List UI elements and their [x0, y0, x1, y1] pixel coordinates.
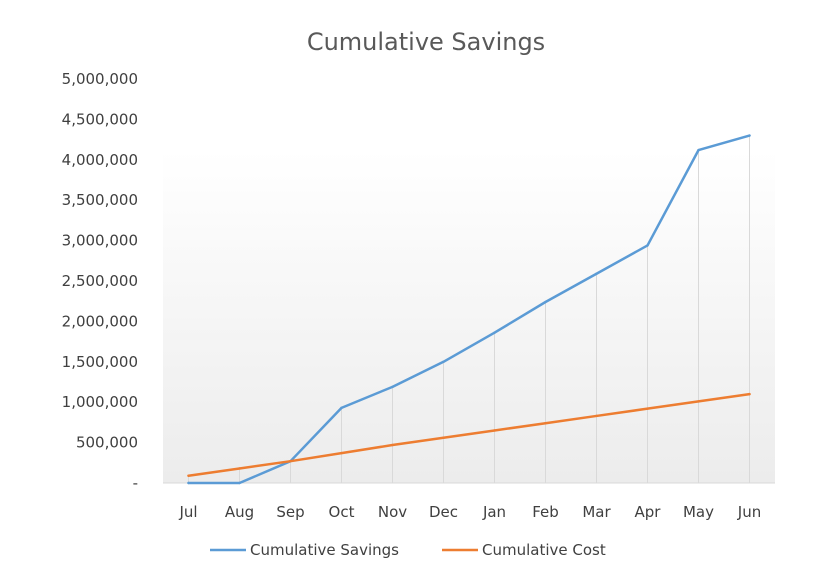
- data-point-cumulative-cost: [595, 414, 598, 418]
- y-tick-label: 1,000,000: [62, 393, 138, 411]
- data-point-cumulative-cost: [697, 400, 700, 403]
- data-point-cumulative-cost: [544, 422, 547, 425]
- drop-lines: [188, 135, 750, 483]
- x-tick-label: Mar: [582, 503, 611, 521]
- data-point-cumulative-cost: [442, 436, 445, 439]
- x-tick-label: Jul: [178, 503, 197, 521]
- series-line-cumulative-cost: [187, 392, 751, 477]
- data-point-cumulative-cost: [493, 429, 496, 432]
- x-tick-label: Dec: [429, 503, 458, 521]
- legend-label: Cumulative Savings: [250, 541, 399, 559]
- series-lines: [187, 134, 751, 485]
- x-tick-label: Apr: [635, 503, 662, 521]
- y-tick-label: 3,500,000: [62, 191, 138, 209]
- x-tick-label: Sep: [276, 503, 304, 521]
- series-line-cumulative-savings: [187, 134, 751, 485]
- y-tick-label: 4,500,000: [62, 110, 138, 128]
- y-tick-label: -: [133, 474, 138, 492]
- y-tick-label: 500,000: [76, 434, 138, 452]
- legend-label: Cumulative Cost: [482, 541, 606, 559]
- x-tick-label: Feb: [532, 503, 559, 521]
- data-point-cumulative-savings: [544, 300, 547, 304]
- x-tick-label: Aug: [225, 503, 254, 521]
- y-tick-label: 2,000,000: [62, 312, 138, 330]
- legend: Cumulative Savings Cumulative Cost: [210, 541, 606, 559]
- x-tick-label: May: [683, 503, 714, 521]
- data-point-cumulative-savings: [340, 406, 343, 410]
- data-point-cumulative-cost: [238, 467, 241, 470]
- y-tick-label: 5,000,000: [62, 70, 138, 88]
- data-point-cumulative-savings: [187, 481, 190, 485]
- x-tick-label: Jan: [482, 503, 506, 521]
- chart-title: Cumulative Savings: [307, 28, 545, 56]
- plot-area: [163, 150, 775, 483]
- data-point-cumulative-cost: [391, 443, 394, 447]
- y-tick-label: 3,000,000: [62, 232, 138, 250]
- data-point-cumulative-savings: [697, 148, 700, 152]
- y-axis-tick-labels: - 500,000 1,000,000 1,500,000 2,000,000 2,500…: [62, 70, 138, 492]
- y-tick-label: 2,500,000: [62, 272, 138, 290]
- y-tick-label: 4,000,000: [62, 151, 138, 169]
- data-point-cumulative-cost: [340, 451, 343, 455]
- x-tick-label: Nov: [378, 503, 407, 521]
- y-tick-label: 1,500,000: [62, 353, 138, 371]
- x-tick-label: Jun: [737, 503, 761, 521]
- x-tick-label: Oct: [329, 503, 355, 521]
- data-point-cumulative-cost: [187, 474, 190, 477]
- data-point-cumulative-cost: [289, 459, 292, 463]
- data-point-cumulative-cost: [748, 392, 751, 396]
- data-point-cumulative-savings: [442, 360, 445, 363]
- data-point-cumulative-cost: [646, 407, 649, 410]
- data-point-cumulative-savings: [238, 481, 241, 485]
- data-point-cumulative-savings: [493, 331, 496, 334]
- data-point-cumulative-savings: [748, 134, 751, 137]
- data-point-cumulative-savings: [595, 272, 598, 275]
- data-point-cumulative-savings: [646, 244, 649, 247]
- x-axis-tick-labels: Jul Aug Sep Oct Nov Dec Jan Feb Mar Apr May Jun: [178, 503, 761, 521]
- data-point-cumulative-savings: [391, 385, 394, 389]
